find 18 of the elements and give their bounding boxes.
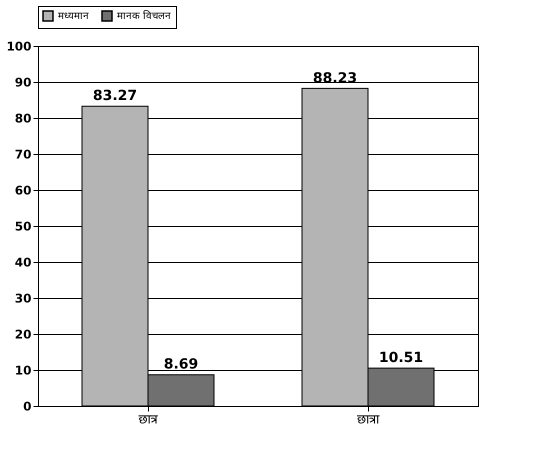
y-tick-label: 30 [14,292,32,306]
data-label: 83.27 [92,88,138,104]
y-tick-label: 90 [14,76,32,90]
y-tick-label: 10 [14,364,32,378]
x-tick-label: छात्र [138,412,158,428]
y-tick-label: 60 [14,184,32,198]
y-tick-label: 100 [6,40,32,54]
y-tick-label: 80 [14,112,32,126]
y-tick-label: 40 [14,256,32,270]
x-tick-label: छात्रा [357,412,380,428]
legend-label: मानक विचलन [117,10,172,22]
legend-label: मध्यमान [58,11,89,22]
data-label: 10.51 [378,350,424,366]
y-tick-label: 0 [23,400,32,414]
y-tick-label: 20 [14,328,32,342]
y-tick-label: 70 [14,148,32,162]
y-tick-label: 50 [14,220,32,234]
data-label: 8.69 [164,356,198,373]
